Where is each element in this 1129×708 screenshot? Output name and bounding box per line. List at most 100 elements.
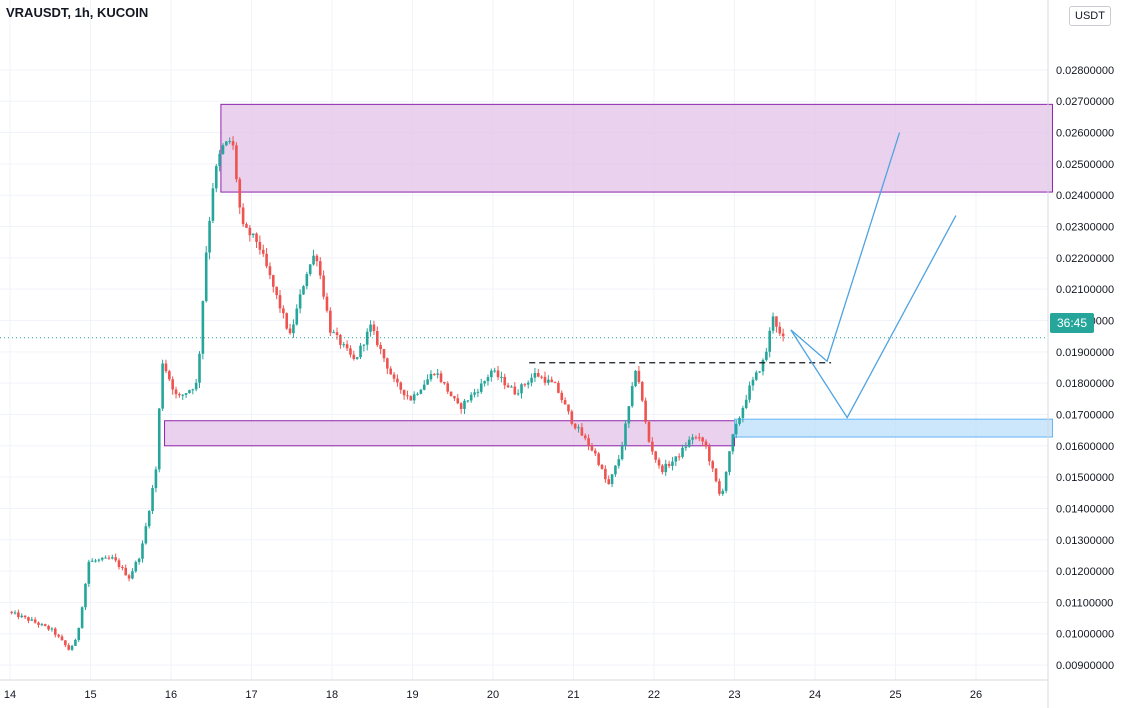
candle-body — [248, 227, 252, 236]
candle-body — [446, 383, 450, 392]
y-tick-label: 0.01200000 — [1056, 566, 1114, 578]
y-tick-label: 0.00900000 — [1056, 660, 1114, 672]
candle-body — [184, 393, 188, 395]
candle-body — [429, 373, 433, 380]
candle-body — [362, 344, 366, 346]
candle-body — [295, 308, 299, 325]
candle-body — [191, 389, 195, 391]
candle-body — [238, 179, 242, 208]
candle-body — [681, 447, 684, 457]
candle-body — [147, 511, 151, 527]
y-tick-label: 0.02400000 — [1056, 190, 1114, 202]
candle-body — [396, 378, 399, 383]
candle-body — [610, 474, 614, 485]
candle-body — [443, 381, 446, 384]
y-tick-label: 0.01100000 — [1056, 597, 1113, 609]
candle-body — [711, 461, 714, 469]
candle-body — [567, 404, 570, 412]
candle-body — [647, 422, 651, 442]
candle-body — [412, 394, 416, 401]
projection-path[interactable] — [790, 132, 901, 363]
candle-body — [302, 286, 305, 295]
candle-body — [114, 557, 117, 561]
candle-body — [100, 557, 104, 560]
candle-body — [43, 624, 47, 626]
candle-body — [308, 264, 312, 275]
candle-body — [402, 389, 406, 396]
candle-body — [731, 434, 735, 452]
x-tick-label: 26 — [970, 689, 982, 701]
candle-body — [778, 326, 782, 334]
candle-body — [218, 153, 221, 167]
candle-body — [516, 393, 520, 395]
candle-body — [30, 619, 34, 621]
candle-body — [765, 351, 768, 360]
candle-body — [439, 373, 443, 382]
candle-body — [40, 624, 44, 626]
candle-body — [768, 330, 772, 352]
candle-body — [691, 437, 694, 440]
demand_extension-zone[interactable] — [734, 418, 1053, 438]
x-tick-label: 16 — [165, 689, 177, 701]
candle-body — [27, 617, 30, 621]
candle-body — [651, 441, 654, 452]
candle-body — [352, 354, 356, 359]
candle-body — [104, 557, 107, 559]
candle-body — [500, 376, 503, 378]
candle-body — [107, 557, 111, 559]
candle-body — [781, 333, 785, 337]
candle-body — [178, 394, 181, 396]
candle-body — [214, 166, 218, 189]
candle-body — [577, 427, 580, 429]
candle-body — [282, 308, 285, 314]
candle-body — [433, 373, 436, 375]
candle-body — [60, 636, 64, 641]
candle-body — [513, 386, 517, 395]
candle-body — [687, 439, 691, 447]
candle-body — [453, 396, 456, 399]
candle-body — [84, 583, 87, 608]
candle-body — [375, 331, 379, 346]
candle-body — [285, 313, 289, 329]
candle-body — [261, 249, 265, 254]
candle-body — [436, 373, 439, 375]
candle-body — [463, 400, 466, 409]
y-tick-label: 0.02300000 — [1056, 222, 1114, 234]
candle-body — [540, 376, 543, 378]
y-tick-label: 0.02200000 — [1056, 253, 1114, 265]
candle-body — [661, 465, 664, 473]
candle-body — [583, 435, 587, 439]
candle-body — [174, 389, 178, 395]
projection-path[interactable] — [790, 215, 957, 419]
candle-body — [674, 456, 678, 462]
candle-body — [490, 370, 493, 378]
candle-body — [718, 481, 721, 494]
x-tick-label: 21 — [567, 689, 579, 701]
candle-body — [365, 331, 369, 345]
supply-zone[interactable] — [220, 103, 1053, 193]
candle-body — [724, 471, 728, 491]
candle-body — [235, 145, 238, 180]
candle-body — [369, 324, 372, 332]
candle-body — [134, 562, 138, 572]
candle-body — [144, 526, 148, 544]
candle-body — [342, 344, 346, 346]
candle-body — [771, 316, 775, 331]
candle-body — [322, 275, 325, 297]
candle-body — [473, 392, 476, 395]
y-tick-label: 0.01700000 — [1056, 409, 1114, 421]
candle-body — [654, 451, 657, 460]
candle-body — [677, 456, 681, 458]
candle-body — [604, 468, 607, 480]
x-tick-label: 24 — [809, 689, 821, 701]
candle-body — [53, 628, 57, 635]
currency-badge[interactable]: USDT — [1069, 6, 1111, 26]
candle-body — [734, 423, 738, 435]
y-tick-label: 0.01000000 — [1056, 629, 1114, 641]
candle-body — [758, 371, 761, 373]
candle-body — [111, 557, 114, 559]
candle-body — [594, 450, 597, 454]
candle-body — [560, 392, 564, 401]
candle-body — [37, 622, 40, 625]
